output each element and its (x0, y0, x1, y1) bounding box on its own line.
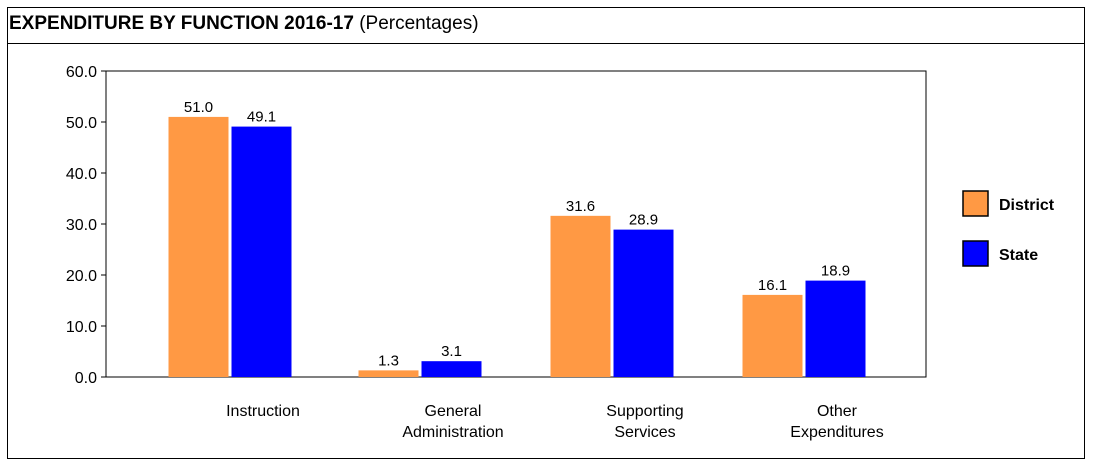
y-tick-label: 60.0 (66, 64, 97, 81)
y-tick-label: 40.0 (66, 166, 97, 183)
chart-subtitle: (Percentages) (359, 13, 479, 34)
plot-area (105, 70, 927, 378)
x-tick-label: General (425, 403, 482, 420)
y-tick-label: 20.0 (66, 268, 97, 285)
y-tick-label: 10.0 (66, 319, 97, 336)
data-label: 31.6 (566, 198, 595, 215)
data-label: 18.9 (821, 263, 850, 280)
bar-state (805, 280, 866, 377)
legend-swatch-state (962, 240, 989, 267)
bar-district (168, 116, 229, 378)
bar-district (550, 215, 611, 377)
x-tick-label: Expenditures (790, 424, 883, 441)
x-tick-label: Instruction (226, 403, 300, 420)
data-label: 1.3 (378, 352, 399, 369)
legend-swatch-district (962, 190, 989, 217)
data-label: 49.1 (247, 109, 276, 126)
data-label: 3.1 (441, 343, 462, 360)
bar-state (231, 126, 292, 377)
bar-district (358, 370, 419, 377)
x-tick-label: Services (614, 424, 675, 441)
chart-title-bar: EXPENDITURE BY FUNCTION 2016-17 (Percent… (7, 7, 1085, 44)
legend-label-state: State (999, 247, 1038, 264)
x-tick-label: Supporting (606, 403, 683, 420)
y-tick-label: 30.0 (66, 217, 97, 234)
data-label: 51.0 (184, 99, 213, 116)
bar-district (742, 294, 803, 377)
y-tick-label: 0.0 (75, 370, 97, 387)
x-tick-label: Other (817, 403, 858, 420)
y-tick-label: 50.0 (66, 115, 97, 132)
legend-label-district: District (999, 197, 1055, 214)
data-label: 16.1 (758, 277, 787, 294)
bar-state (613, 229, 674, 377)
chart-title: EXPENDITURE BY FUNCTION 2016-17 (9, 13, 354, 34)
data-label: 28.9 (629, 212, 658, 229)
x-tick-label: Administration (402, 424, 503, 441)
bar-state (421, 361, 482, 377)
